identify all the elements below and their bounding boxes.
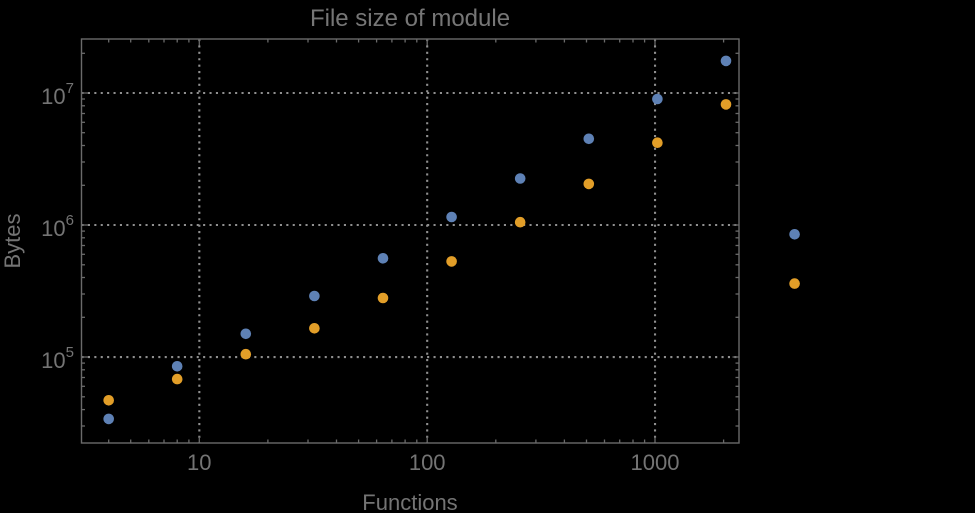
tick-labels-layer: 10 100 1000 105 106 107 xyxy=(41,80,679,475)
data-point-series-1-blue xyxy=(377,252,389,264)
data-point-series-1-blue xyxy=(171,361,183,372)
data-point-series-2-orange xyxy=(309,323,320,334)
data-point-series-2-orange xyxy=(514,216,526,228)
x-axis-label: Functions xyxy=(362,490,457,513)
y-tick-label: 105 xyxy=(41,344,74,373)
y-axis-label: Bytes xyxy=(0,213,25,268)
data-point-series-1-blue xyxy=(240,328,252,340)
data-point-series-2-orange xyxy=(652,137,663,148)
ticks-layer xyxy=(81,39,739,443)
data-point-series-1-blue xyxy=(652,93,663,105)
data-point-series-1-blue xyxy=(446,211,457,223)
y-tick-label: 107 xyxy=(41,80,74,109)
data-point-series-2-orange xyxy=(446,256,457,267)
data-point-series-1-blue xyxy=(720,55,732,67)
data-point-series-2-orange xyxy=(240,348,252,360)
plot-frame xyxy=(80,38,740,444)
x-tick-label: 100 xyxy=(409,450,446,475)
chart-title: File size of module xyxy=(310,5,510,32)
y-tick-label: 106 xyxy=(41,212,74,241)
data-point-series-1-blue xyxy=(103,413,114,425)
data-point-series-1-blue xyxy=(309,290,320,302)
x-tick-label: 10 xyxy=(187,450,211,475)
data-point-series-2-orange xyxy=(720,99,732,110)
data-point-series-2-orange xyxy=(583,178,595,190)
gridlines-layer xyxy=(81,39,739,443)
data-point-series-2-orange xyxy=(171,373,183,385)
data-point-series-1-blue xyxy=(583,133,595,145)
data-point-series-1-blue xyxy=(514,173,526,184)
data-point-series-2-orange xyxy=(789,278,800,289)
data-points-layer xyxy=(103,55,800,425)
data-point-series-2-orange xyxy=(103,395,114,406)
data-point-series-1-blue xyxy=(789,229,800,240)
x-tick-label: 1000 xyxy=(631,450,680,475)
data-point-series-2-orange xyxy=(377,292,389,304)
